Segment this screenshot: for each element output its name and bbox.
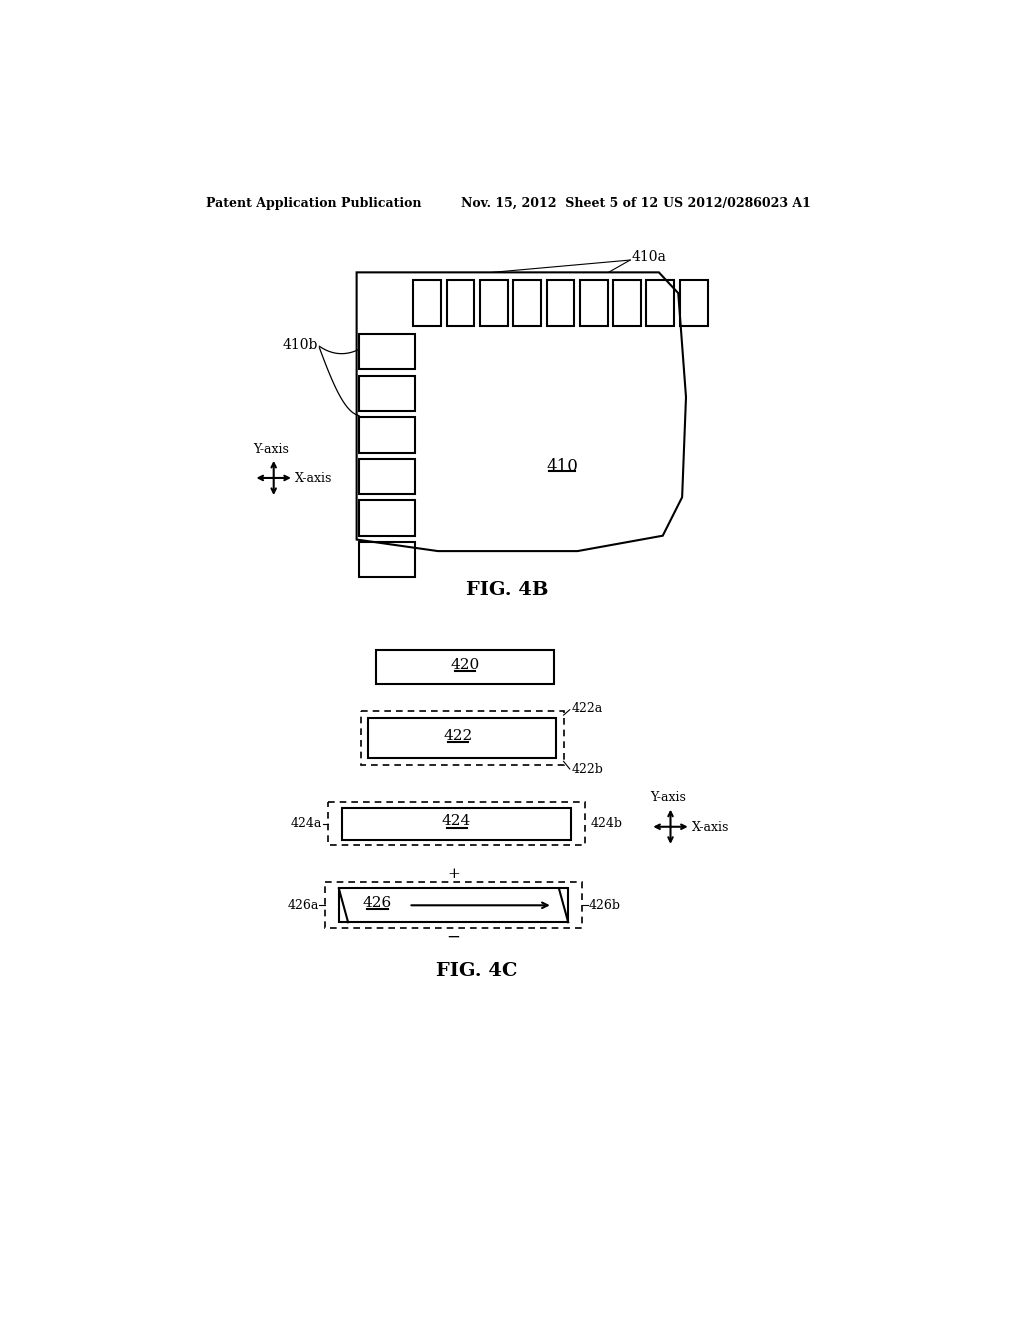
Bar xyxy=(359,459,415,494)
Text: +: + xyxy=(447,867,460,882)
Bar xyxy=(513,280,541,326)
Text: 422: 422 xyxy=(443,729,473,743)
Text: 410: 410 xyxy=(546,458,578,475)
Text: US 2012/0286023 A1: US 2012/0286023 A1 xyxy=(663,197,811,210)
Text: 422a: 422a xyxy=(571,702,602,714)
Text: Y-axis: Y-axis xyxy=(650,792,686,804)
Text: FIG. 4C: FIG. 4C xyxy=(436,962,517,979)
Bar xyxy=(547,280,574,326)
Text: 424a: 424a xyxy=(291,817,322,830)
Text: −: − xyxy=(446,929,461,946)
Text: Nov. 15, 2012  Sheet 5 of 12: Nov. 15, 2012 Sheet 5 of 12 xyxy=(461,197,658,210)
Bar xyxy=(359,500,415,536)
Text: Y-axis: Y-axis xyxy=(253,442,290,455)
Text: X-axis: X-axis xyxy=(295,473,333,486)
Bar xyxy=(359,334,415,370)
Bar xyxy=(680,280,708,326)
Text: 410a: 410a xyxy=(632,249,667,264)
Bar xyxy=(359,376,415,411)
Bar xyxy=(369,718,556,758)
Text: 426a: 426a xyxy=(288,899,318,912)
Bar xyxy=(446,280,474,326)
Bar xyxy=(359,543,415,577)
Text: FIG. 4B: FIG. 4B xyxy=(467,581,549,598)
Text: X-axis: X-axis xyxy=(692,821,729,834)
Text: 422b: 422b xyxy=(571,763,603,776)
Bar xyxy=(580,280,607,326)
Text: 420: 420 xyxy=(451,657,480,672)
Text: 424: 424 xyxy=(442,814,471,829)
Bar xyxy=(376,649,554,684)
Bar xyxy=(360,711,563,766)
Text: 424b: 424b xyxy=(591,817,623,830)
Bar xyxy=(328,803,586,845)
Bar xyxy=(359,417,415,453)
Bar xyxy=(342,808,571,840)
Bar xyxy=(414,280,441,326)
Text: 426b: 426b xyxy=(589,899,621,912)
Bar xyxy=(339,888,568,923)
Bar xyxy=(646,280,675,326)
Bar xyxy=(613,280,641,326)
Bar xyxy=(325,882,583,928)
Text: Patent Application Publication: Patent Application Publication xyxy=(206,197,421,210)
Bar xyxy=(480,280,508,326)
Text: 410b: 410b xyxy=(283,338,317,351)
Text: 426: 426 xyxy=(362,896,392,909)
